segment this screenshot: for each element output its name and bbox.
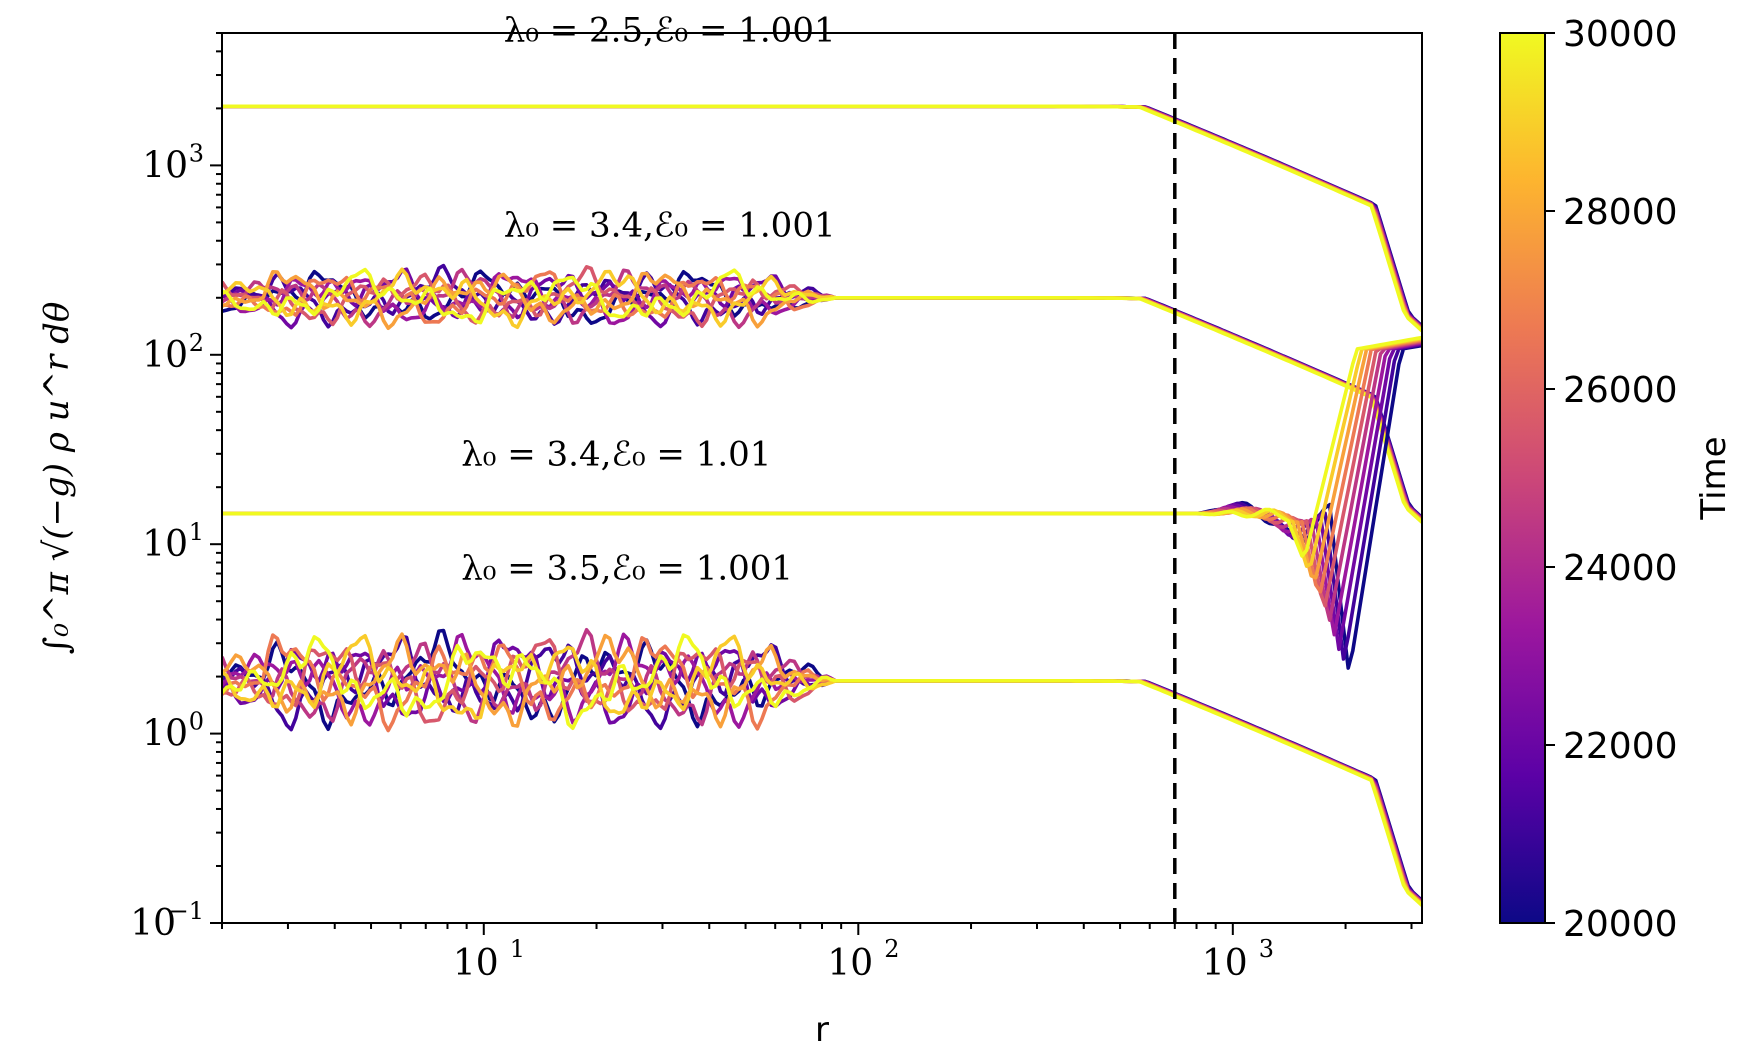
series-line — [222, 269, 1422, 519]
colorbar-tick-label: 24000 — [1563, 548, 1678, 589]
x-tick-label: 10 — [453, 943, 499, 984]
series-line — [222, 270, 1422, 523]
series-line — [222, 628, 1422, 904]
series-line — [222, 267, 1422, 524]
colorbar-label: Time — [1694, 436, 1734, 520]
series-line — [222, 270, 1422, 523]
x-tick-label: 10 — [1202, 943, 1248, 984]
colorbar-ticks: 20000 22000 24000 26000 28000 30000 — [1545, 14, 1678, 945]
y-tick-exponent: 3 — [189, 139, 204, 167]
series-line — [222, 339, 1422, 608]
colorbar-tick-label: 30000 — [1563, 14, 1678, 55]
colorbar-tick-label: 20000 — [1563, 904, 1678, 945]
y-tick-exponent: 0 — [189, 708, 204, 736]
y-tick-label: 10 — [142, 524, 188, 565]
series-annotation: λ₀ = 3.4,ℰ₀ = 1.01 — [461, 435, 771, 475]
series-line — [222, 267, 1422, 524]
y-tick-exponent: 1 — [189, 518, 204, 546]
series-line — [222, 267, 1422, 521]
series-line — [222, 341, 1422, 637]
colorbar — [1499, 32, 1546, 924]
series-group-4 — [222, 628, 1422, 907]
y-tick-label: 10 — [142, 714, 188, 755]
series-line — [222, 265, 1422, 522]
series-annotation: λ₀ = 3.5,ℰ₀ = 1.001 — [461, 549, 793, 589]
y-tick-exponent: −1 — [169, 897, 204, 925]
series-line — [222, 263, 1422, 520]
y-tick-label: 10 — [130, 903, 176, 944]
series-line — [222, 340, 1422, 622]
plot-series — [222, 104, 1422, 907]
y-tick-label: 10 — [142, 335, 188, 376]
series-annotation: λ₀ = 3.4,ℰ₀ = 1.001 — [504, 206, 836, 246]
series-line — [222, 341, 1422, 652]
x-tick-exponent: 1 — [510, 935, 525, 963]
series-annotation: λ₀ = 2.5,ℰ₀ = 1.001 — [504, 11, 836, 51]
y-tick-label: 10 — [142, 145, 188, 186]
series-group-3 — [222, 335, 1422, 670]
x-axis-ticks: 10 1 10 2 10 3 — [221, 923, 1413, 984]
colorbar-tick-label: 22000 — [1563, 726, 1678, 767]
series-group-2 — [222, 263, 1422, 524]
colorbar-tick-label: 26000 — [1563, 370, 1678, 411]
series-line — [222, 633, 1422, 907]
x-tick-exponent: 3 — [1259, 935, 1274, 963]
series-line — [222, 338, 1422, 594]
y-tick-exponent: 2 — [189, 329, 204, 357]
x-tick-exponent: 2 — [884, 935, 899, 963]
colorbar-tick-label: 28000 — [1563, 192, 1678, 233]
series-line — [222, 335, 1422, 558]
x-axis-label: r — [815, 1010, 829, 1050]
y-axis-label: ∫₀^π √(−g) ρ u^r dθ — [37, 302, 77, 655]
series-group-1 — [222, 104, 1422, 333]
series-line — [222, 337, 1422, 580]
series-line — [222, 336, 1422, 568]
x-tick-label: 10 — [827, 943, 873, 984]
series-line — [222, 104, 1422, 333]
series-annotations: λ₀ = 2.5,ℰ₀ = 1.001 λ₀ = 3.4,ℰ₀ = 1.001 λ₀… — [461, 11, 835, 589]
series-line — [222, 267, 1422, 520]
plot-frame — [221, 32, 1423, 924]
